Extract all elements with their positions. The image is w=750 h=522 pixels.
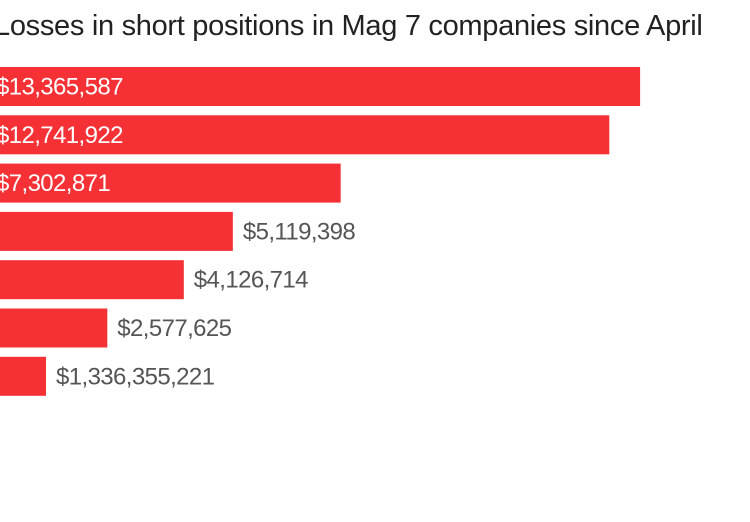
- bar-1: [0, 67, 641, 106]
- labels-group: $13,365,587 $12,741,922 $7,302,871 $5,119,3…: [0, 74, 356, 391]
- bar-label-1: $13,365,587: [0, 74, 123, 101]
- bar-4: [0, 211, 233, 251]
- bars-group: [0, 67, 641, 396]
- bar-label-7: $1,336,355,221: [56, 363, 215, 390]
- bar-2: [0, 115, 610, 155]
- bar-label-6: $2,577,625: [117, 315, 231, 342]
- bar-label-2: $12,741,922: [0, 122, 123, 149]
- bar-5: [0, 260, 184, 300]
- bar-label-4: $5,119,398: [243, 218, 356, 245]
- bar-label-5: $4,126,714: [194, 267, 308, 294]
- bar-label-3: $7,302,871: [0, 170, 110, 197]
- chart-title: Losses in short positions in Mag 7 compa…: [0, 10, 703, 42]
- bar-7: [0, 356, 46, 396]
- bar-6: [0, 308, 108, 348]
- bar-3: [0, 163, 341, 203]
